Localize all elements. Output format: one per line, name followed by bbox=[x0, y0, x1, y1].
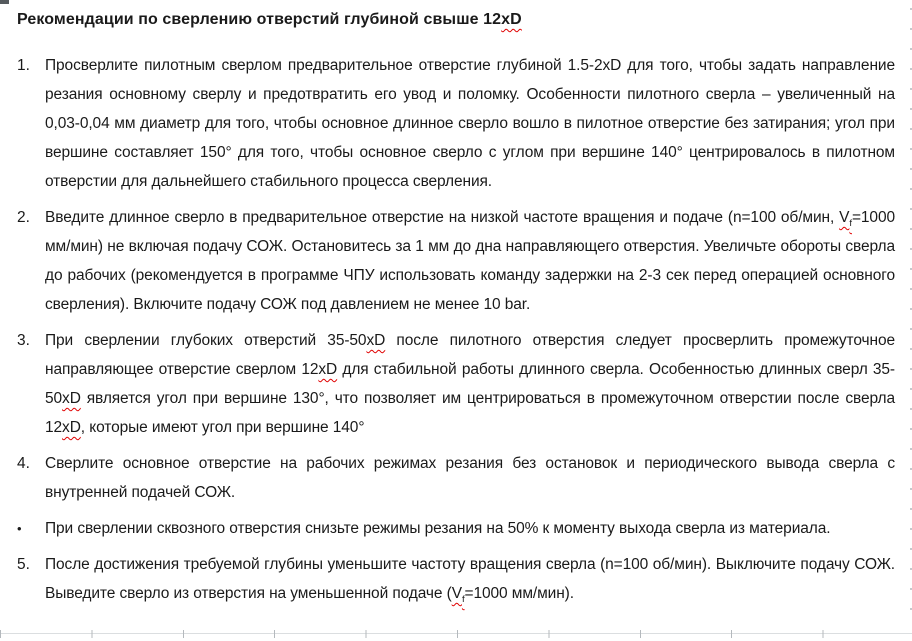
list-item-text: Просверлите пилотным сверлом предварител… bbox=[45, 51, 895, 196]
list-item-marker: 5. bbox=[17, 556, 30, 573]
text-segment: xD bbox=[501, 11, 522, 28]
text-segment: =1000 мм/мин) не включая подачу СОЖ. Ост… bbox=[45, 209, 895, 313]
list-item-marker: 2. bbox=[17, 209, 30, 226]
list-item-2: 2. Введите длинное сверло в предварительн… bbox=[17, 203, 895, 319]
text-segment: После достижения требуемой глубины умень… bbox=[45, 556, 895, 602]
text-segment: xD bbox=[318, 361, 338, 378]
list-item-marker: • bbox=[17, 521, 22, 536]
list-item-marker: 4. bbox=[17, 455, 30, 472]
text-segment: после пилотного отверстия следует просве… bbox=[45, 332, 895, 378]
text-segment: Сверлите основное отверстие на рабочих р… bbox=[45, 455, 895, 501]
list-item-text: Введите длинное сверло в предварительное… bbox=[45, 203, 895, 319]
text-segment: f bbox=[849, 218, 852, 230]
corner-artifact bbox=[0, 0, 9, 4]
text-segment: , которые имеют угол при вершине 140° bbox=[80, 419, 365, 436]
document-title: Рекомендации по сверлению отверстий глуб… bbox=[17, 8, 892, 31]
list-item-text: При сверлении сквозного отверстия снизьт… bbox=[45, 514, 895, 543]
text-segment: =1000 мм/мин). bbox=[464, 585, 575, 602]
text-segment: xD bbox=[62, 419, 81, 436]
text-segment: f bbox=[461, 594, 465, 606]
list-item-text: После достижения требуемой глубины умень… bbox=[45, 550, 895, 608]
list-item-6: 5. После достижения требуемой глубины уме… bbox=[17, 550, 895, 608]
text-segment: является угол при вершине 130°, что позв… bbox=[45, 390, 895, 436]
list-item-5: • При сверлении сквозного отверстия снизь… bbox=[17, 514, 895, 543]
list-item-3: 3. При сверлении глубоких отверстий 35-50… bbox=[17, 326, 895, 442]
text-segment: Введите длинное сверло в предварительное… bbox=[45, 209, 840, 226]
list-item-text: При сверлении глубоких отверстий 35-50xD… bbox=[45, 326, 895, 442]
text-segment: При сверлении глубоких отверстий 35-50 bbox=[45, 332, 367, 349]
list-item-marker: 3. bbox=[17, 332, 30, 349]
text-segment: xD bbox=[62, 390, 81, 407]
list-item-text: Сверлите основное отверстие на рабочих р… bbox=[45, 449, 895, 507]
text-segment: При сверлении сквозного отверстия снизьт… bbox=[45, 520, 831, 537]
list-item-1: 1. Просверлите пилотным сверлом предварит… bbox=[17, 51, 895, 196]
grid-row-ticks bbox=[910, 8, 912, 627]
list-item-4: 4. Сверлите основное отверстие на рабочих… bbox=[17, 449, 895, 507]
text-segment: V bbox=[839, 209, 850, 226]
text-segment: xD bbox=[366, 332, 386, 349]
text-segment: V bbox=[451, 585, 462, 602]
list-item-marker: 1. bbox=[17, 57, 30, 74]
recommendations-list: 1. Просверлите пилотным сверлом предварит… bbox=[17, 51, 895, 615]
text-segment: для стабильной работы длинного сверла. О… bbox=[45, 361, 895, 407]
text-segment: Рекомендации по сверлению отверстий глуб… bbox=[17, 11, 502, 28]
text-segment: Просверлите пилотным сверлом предварител… bbox=[45, 57, 895, 190]
grid-column-ticks bbox=[0, 630, 912, 638]
